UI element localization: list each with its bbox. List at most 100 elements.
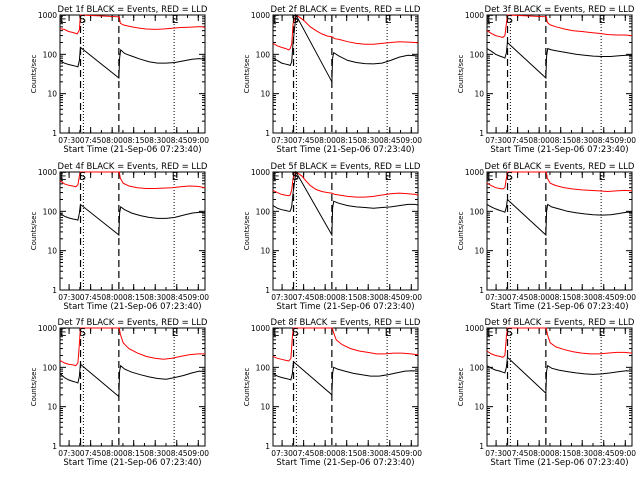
y-tick-label: 10 bbox=[47, 403, 57, 412]
panel-det-7: Det 7f BLACK = Events, RED = LLD 1 10 100 10… bbox=[30, 318, 209, 468]
panel-title: Det 9f BLACK = Events, RED = LLD bbox=[485, 318, 635, 328]
panel-det-6: Det 6f BLACK = Events, RED = LLD 1 10 100 10… bbox=[457, 162, 636, 312]
x-tick-label: 07:45 bbox=[507, 136, 529, 145]
x-tick-label: 07:30 bbox=[485, 293, 507, 302]
x-tick-label: 08:45 bbox=[379, 449, 401, 458]
series-line-red bbox=[59, 327, 205, 367]
y-tick-label: 1000 bbox=[38, 168, 57, 177]
plot-frame bbox=[272, 14, 419, 134]
y-tick-label: 10 bbox=[260, 403, 270, 412]
marker-label-E: E bbox=[385, 326, 392, 339]
y-tick-label: 100 bbox=[256, 363, 271, 372]
x-tick-label: 09:00 bbox=[400, 293, 422, 302]
x-tick-label: 08:15 bbox=[550, 449, 572, 458]
panel-title: Det 8f BLACK = Events, RED = LLD bbox=[271, 318, 421, 328]
marker-label-S: S bbox=[292, 170, 299, 183]
x-tick-label: 08:45 bbox=[379, 136, 401, 145]
x-tick-label: 09:00 bbox=[614, 136, 636, 145]
y-axis-label: Counts/sec bbox=[243, 368, 251, 407]
y-tick-label: 1 bbox=[52, 286, 57, 295]
marker-label-S: S bbox=[292, 13, 299, 26]
marker-label-S: S bbox=[506, 326, 513, 339]
series-line-red bbox=[486, 171, 633, 193]
x-tick-label: 08:15 bbox=[123, 449, 145, 458]
x-axis-label: Start Time (21-Sep-06 07:23:40) bbox=[63, 302, 201, 312]
marker-label-E: E bbox=[60, 326, 67, 339]
x-tick-label: 08:00 bbox=[528, 449, 550, 458]
y-tick-label: 10 bbox=[47, 90, 57, 99]
y-tick-label: 1000 bbox=[465, 324, 484, 333]
x-tick-label: 08:30 bbox=[144, 449, 166, 458]
panel-det-9: Det 9f BLACK = Events, RED = LLD 1 10 100 10… bbox=[457, 318, 636, 468]
x-tick-label: 09:00 bbox=[614, 449, 636, 458]
series-line-red bbox=[59, 171, 206, 189]
y-axis-label: Counts/sec bbox=[30, 368, 38, 407]
x-tick-label: 07:45 bbox=[293, 136, 315, 145]
panel-det-5: Det 5f BLACK = Events, RED = LLD 1 10 100 10… bbox=[243, 162, 422, 312]
marker-label-E: E bbox=[172, 170, 179, 183]
series-line-red bbox=[272, 171, 419, 198]
series-line-black bbox=[59, 203, 206, 237]
series-line-red bbox=[272, 327, 419, 362]
panel-det-1: Det 1f BLACK = Events, RED = LLD 1 10 100 10… bbox=[30, 5, 209, 155]
x-tick-label: 08:00 bbox=[528, 293, 550, 302]
x-tick-label: 08:45 bbox=[593, 449, 615, 458]
x-tick-label: 08:00 bbox=[314, 449, 336, 458]
y-tick-label: 100 bbox=[43, 50, 58, 59]
x-tick-label: 08:15 bbox=[123, 293, 145, 302]
panel-det-2: Det 2f BLACK = Events, RED = LLD 1 10 100 10… bbox=[243, 5, 422, 155]
series-line-red bbox=[486, 327, 633, 358]
series-line-black bbox=[272, 13, 419, 84]
marker-label-S: S bbox=[79, 326, 86, 339]
x-tick-label: 09:00 bbox=[187, 293, 209, 302]
x-tick-label: 08:45 bbox=[166, 449, 188, 458]
x-tick-label: 08:00 bbox=[314, 293, 336, 302]
x-tick-label: 07:30 bbox=[58, 293, 80, 302]
y-tick-label: 1 bbox=[265, 129, 270, 138]
x-tick-label: 08:15 bbox=[336, 293, 358, 302]
panel-det-8: Det 8f BLACK = Events, RED = LLD 1 10 100 10… bbox=[243, 318, 422, 468]
y-axis-label: Counts/sec bbox=[457, 368, 465, 407]
x-axis-label: Start Time (21-Sep-06 07:23:40) bbox=[276, 458, 414, 468]
marker-label-E: E bbox=[273, 13, 280, 26]
marker-label-S: S bbox=[292, 326, 299, 339]
x-tick-label: 08:45 bbox=[166, 136, 188, 145]
x-tick-label: 07:30 bbox=[485, 449, 507, 458]
series-line-black bbox=[486, 41, 632, 80]
y-axis-label: Counts/sec bbox=[243, 212, 251, 251]
y-tick-label: 1 bbox=[479, 129, 484, 138]
x-tick-label: 07:30 bbox=[58, 136, 80, 145]
y-tick-label: 10 bbox=[260, 247, 270, 256]
x-tick-label: 09:00 bbox=[187, 449, 209, 458]
marker-label-E: E bbox=[172, 326, 179, 339]
y-axis-label: Counts/sec bbox=[30, 55, 38, 94]
y-tick-label: 1 bbox=[52, 442, 57, 451]
y-tick-label: 100 bbox=[256, 207, 271, 216]
x-tick-label: 07:45 bbox=[507, 449, 529, 458]
y-tick-label: 1000 bbox=[465, 168, 484, 177]
x-tick-label: 07:45 bbox=[80, 136, 102, 145]
marker-label-E: E bbox=[60, 13, 67, 26]
series-line-red bbox=[59, 14, 206, 35]
panel-det-3: Det 3f BLACK = Events, RED = LLD 1 10 100 10… bbox=[457, 5, 636, 155]
y-tick-label: 100 bbox=[470, 50, 485, 59]
series-line-red bbox=[486, 14, 633, 38]
x-axis-label: Start Time (21-Sep-06 07:23:40) bbox=[63, 145, 201, 155]
x-tick-label: 08:00 bbox=[101, 136, 123, 145]
y-tick-label: 1000 bbox=[251, 168, 270, 177]
y-tick-label: 10 bbox=[47, 247, 57, 256]
x-axis-label: Start Time (21-Sep-06 07:23:40) bbox=[63, 458, 201, 468]
marker-label-S: S bbox=[79, 170, 86, 183]
panel-title: Det 5f BLACK = Events, RED = LLD bbox=[271, 162, 421, 172]
x-tick-label: 08:45 bbox=[593, 293, 615, 302]
x-tick-label: 07:45 bbox=[293, 449, 315, 458]
y-tick-label: 1000 bbox=[251, 324, 270, 333]
series-line-black bbox=[272, 360, 419, 396]
y-tick-label: 1 bbox=[265, 442, 270, 451]
x-tick-label: 08:45 bbox=[166, 293, 188, 302]
panel-title: Det 7f BLACK = Events, RED = LLD bbox=[58, 318, 208, 328]
x-axis-label: Start Time (21-Sep-06 07:23:40) bbox=[276, 302, 414, 312]
x-tick-label: 08:15 bbox=[550, 136, 572, 145]
series-line-black bbox=[272, 170, 419, 237]
marker-label-E: E bbox=[273, 170, 280, 183]
